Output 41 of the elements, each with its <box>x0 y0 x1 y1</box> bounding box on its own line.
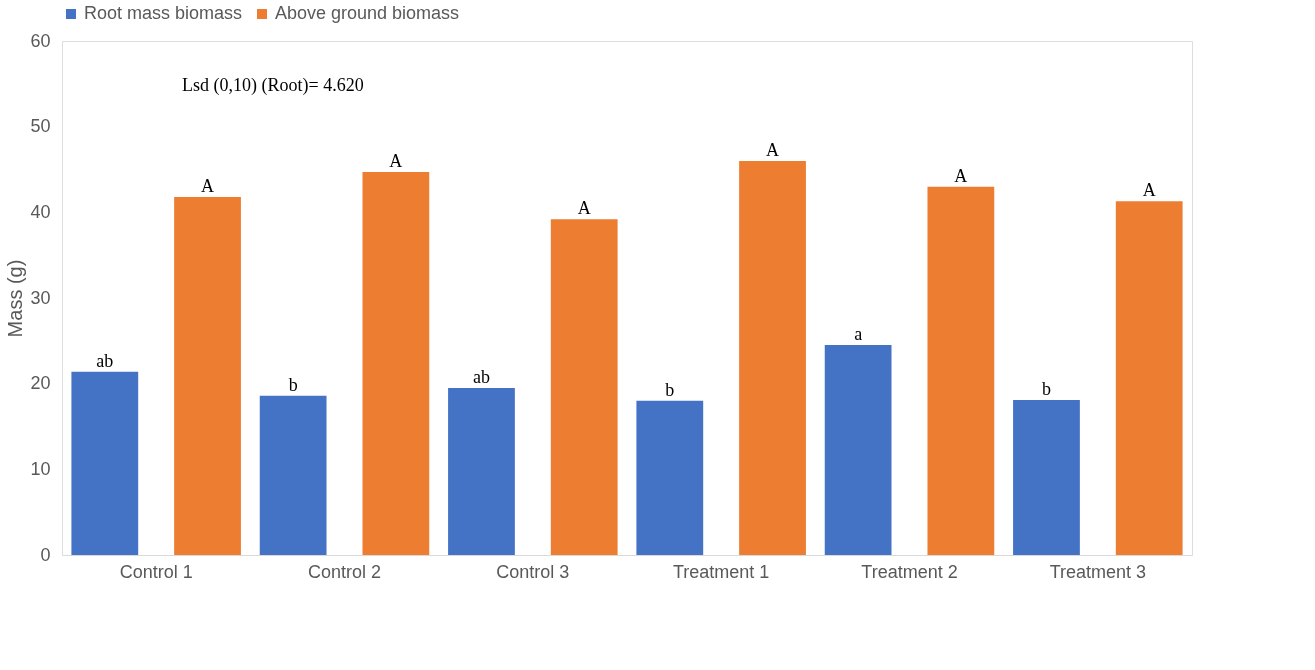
data-label: A <box>1142 180 1156 201</box>
y-tick-label: 0 <box>40 544 51 565</box>
legend-label: Above ground biomass <box>275 3 460 23</box>
x-tick-label: Control 1 <box>119 561 193 582</box>
data-label: a <box>854 324 863 345</box>
data-label: ab <box>472 366 490 387</box>
bar <box>550 219 618 555</box>
bar <box>174 196 241 555</box>
y-tick-label: 50 <box>30 116 51 137</box>
x-tick-label: Treatment 2 <box>861 561 958 582</box>
data-label: b <box>665 379 675 400</box>
data-label: A <box>766 139 780 160</box>
bar <box>1115 201 1183 555</box>
bar <box>824 345 892 555</box>
y-tick-label: 60 <box>30 30 51 51</box>
y-tick-label: 10 <box>30 458 51 479</box>
bar <box>1013 399 1080 555</box>
bar <box>448 387 515 555</box>
annotation: Lsd (0,10) (Root)= 4.620 <box>182 75 364 96</box>
data-label: b <box>1041 378 1051 399</box>
bar <box>739 160 806 555</box>
bar <box>259 395 327 555</box>
data-label: b <box>288 374 298 395</box>
y-tick-label: 40 <box>30 201 51 222</box>
x-tick-label: Control 2 <box>307 561 382 582</box>
data-label: A <box>577 198 591 219</box>
bar <box>636 400 704 555</box>
bar <box>927 186 995 555</box>
legend-label: Root mass biomass <box>84 3 243 23</box>
x-tick-label: Control 3 <box>496 561 570 582</box>
y-tick-label: 30 <box>30 287 51 308</box>
y-tick-label: 20 <box>30 373 51 394</box>
data-label: ab <box>96 350 114 371</box>
data-label: A <box>201 175 215 196</box>
bar <box>71 371 139 555</box>
data-label: A <box>389 151 403 172</box>
y-axis-title: Mass (g) <box>4 259 27 338</box>
bar <box>362 172 430 555</box>
data-label: A <box>954 165 968 186</box>
x-tick-label: Treatment 3 <box>1049 561 1147 582</box>
x-tick-label: Treatment 1 <box>672 561 770 582</box>
